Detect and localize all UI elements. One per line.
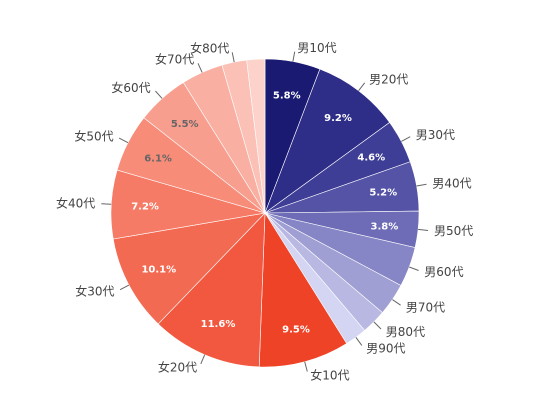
slice-percent-label: 6.1% — [144, 154, 172, 165]
slice-category-label: 女50代 — [74, 128, 113, 143]
slice-percent-label: 4.6% — [357, 153, 385, 164]
slice-category-label: 男80代 — [386, 325, 425, 339]
pie-slice — [258, 212, 348, 368]
slice-percent-label: 11.6% — [201, 319, 236, 330]
slice-category-label: 女70代 — [155, 52, 194, 67]
slice-percent-label: 10.1% — [141, 265, 176, 276]
pie-slice — [112, 212, 266, 325]
label-leader-line — [101, 203, 112, 205]
slice-category-label: 男60代 — [424, 265, 463, 279]
label-leaders — [101, 51, 429, 372]
slice-category-label: 女80代 — [190, 40, 229, 55]
slice-category-label: 男50代 — [434, 224, 473, 238]
label-leader-line — [373, 321, 382, 330]
slice-category-label: 男90代 — [366, 342, 405, 356]
slice-category-label: 男40代 — [432, 177, 471, 191]
slice-percent-label: 5.8% — [273, 90, 301, 101]
slice-category-label: 男20代 — [369, 73, 408, 87]
label-leader-line — [197, 63, 203, 73]
label-leader-line — [401, 136, 411, 142]
label-leader-line — [358, 82, 366, 92]
slice-percent-label: 9.2% — [324, 113, 352, 124]
slice-percent-label: 5.2% — [369, 188, 397, 199]
label-leader-line — [118, 137, 129, 144]
label-leader-line — [200, 354, 206, 365]
pie-slices — [110, 58, 420, 368]
slice-category-label: 男70代 — [406, 300, 445, 314]
slice-percent-label: 3.8% — [371, 221, 399, 232]
slice-category-label: 女20代 — [158, 360, 197, 375]
pie-slice — [264, 68, 391, 214]
pie-slice — [246, 58, 266, 214]
pie-slice — [157, 212, 266, 368]
slice-percent-label: 7.2% — [131, 202, 159, 213]
label-leader-line — [155, 90, 163, 99]
slice-percent-label: 9.5% — [282, 325, 310, 336]
slice-percent-label: 5.5% — [171, 119, 199, 130]
slice-category-label: 男10代 — [297, 41, 336, 55]
label-leader-line — [119, 284, 130, 291]
label-leader-line — [416, 183, 427, 187]
label-leader-line — [418, 228, 429, 231]
percent-labels: 5.8% 9.2% 4.6% 5.2% 3.8% 9.5% 11.6% 10.1% 7.2% 6.… — [131, 90, 398, 335]
slice-category-label: 女10代 — [310, 367, 349, 382]
category-labels: 男10代男20代男30代男40代男50代男60代男70代男80代男90代女10代… — [56, 40, 473, 382]
slice-category-label: 男30代 — [416, 128, 455, 142]
label-leader-line — [355, 337, 363, 346]
label-leader-line — [392, 299, 401, 306]
label-leader-line — [304, 361, 308, 372]
label-leader-line — [409, 266, 419, 271]
slice-category-label: 女30代 — [75, 284, 114, 299]
label-leader-line — [231, 52, 235, 63]
label-leader-line — [292, 51, 296, 62]
slice-category-label: 女40代 — [56, 196, 95, 211]
slice-category-label: 女60代 — [111, 80, 150, 95]
